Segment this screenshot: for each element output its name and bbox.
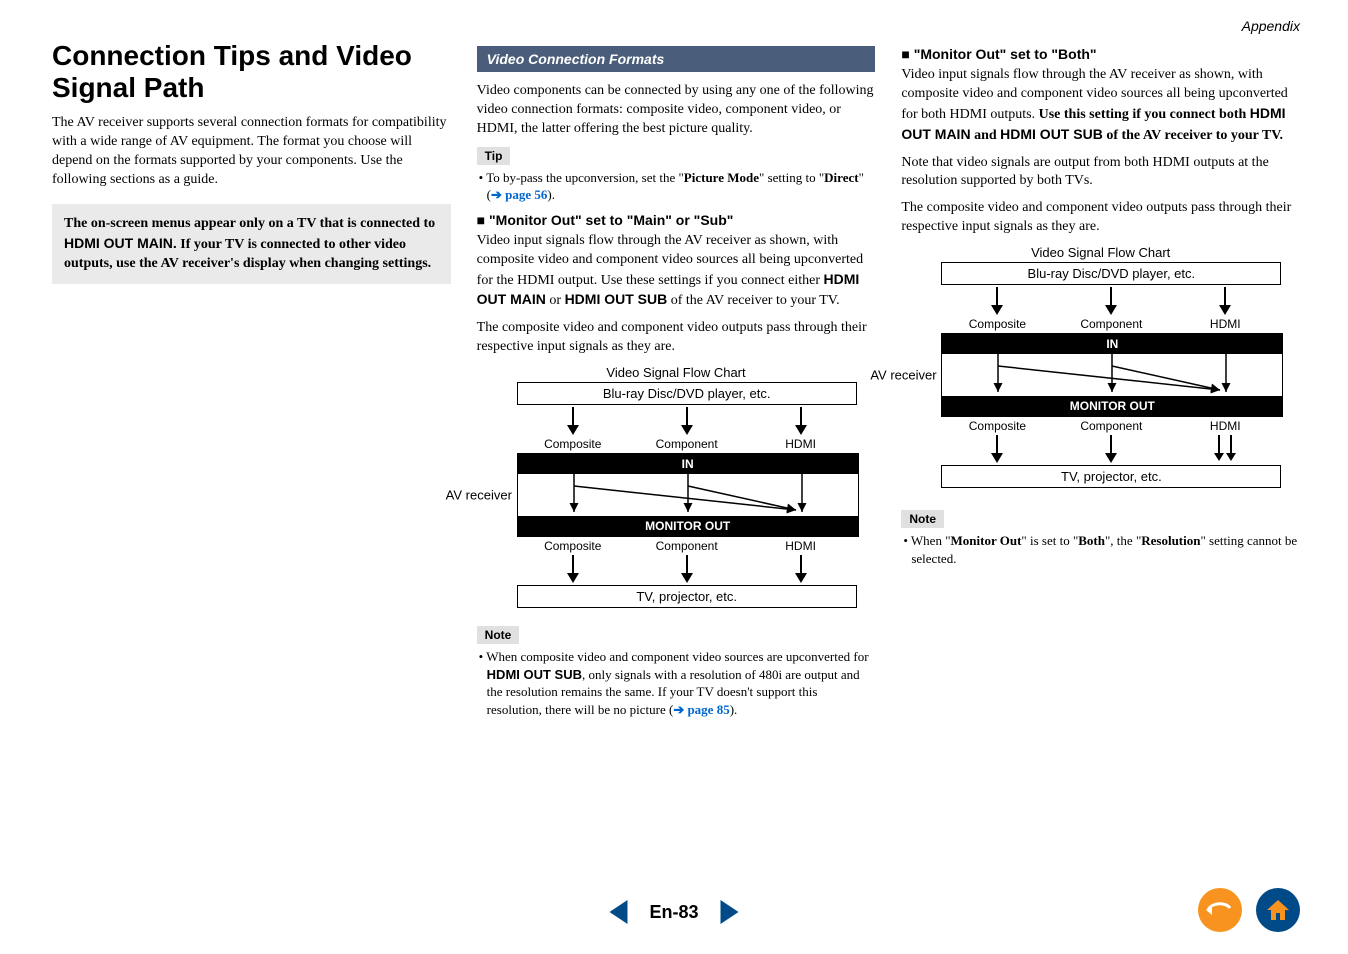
signal-flow-chart-1: Blu-ray Disc/DVD player, etc. Composite … — [517, 382, 857, 608]
home-button[interactable] — [1256, 888, 1300, 932]
av-receiver-label: AV receiver — [870, 368, 936, 383]
t: HDMI OUT SUB — [565, 291, 668, 307]
lbl: Component — [1055, 419, 1167, 433]
note-label: Note — [477, 626, 520, 644]
column-1: Connection Tips and Video Signal Path Th… — [52, 40, 451, 718]
t: " setting to " — [759, 170, 824, 185]
para-both-1: Video input signals flow through the AV … — [901, 66, 1300, 146]
t: or — [546, 293, 565, 308]
chart-title-2: Video Signal Flow Chart — [901, 245, 1300, 260]
lbl: Component — [631, 437, 743, 451]
appendix-label: Appendix — [1242, 18, 1300, 34]
out-label: MONITOR OUT — [942, 396, 1282, 416]
t: Resolution — [1141, 533, 1200, 548]
tip-text: • To by-pass the upconversion, set the "… — [477, 169, 876, 204]
video-formats-paragraph: Video components can be connected by usi… — [477, 82, 876, 139]
note-text: • When "Monitor Out" is set to "Both", t… — [901, 532, 1300, 567]
t: Video input signals flow through the AV … — [477, 233, 863, 288]
in-label: IN — [518, 454, 858, 474]
page-85-link[interactable]: ➔ page 85 — [673, 702, 729, 717]
prev-page-icon[interactable] — [609, 900, 627, 924]
t: Both — [1078, 533, 1105, 548]
t: Picture Mode — [684, 170, 759, 185]
back-arrow-icon — [1206, 900, 1234, 920]
lbl: HDMI — [1169, 317, 1281, 331]
info-box-text: The on-screen menus appear only on a TV … — [64, 216, 435, 231]
lbl: HDMI — [744, 539, 856, 553]
monitor-out-both-heading: "Monitor Out" set to "Both" — [901, 46, 1300, 62]
note-label: Note — [901, 510, 944, 528]
page-56-link[interactable]: ➔ page 56 — [491, 187, 547, 202]
sink-box: TV, projector, etc. — [941, 465, 1281, 488]
out-label: MONITOR OUT — [518, 516, 858, 536]
next-page-icon[interactable] — [721, 900, 739, 924]
sink-box: TV, projector, etc. — [517, 585, 857, 608]
three-column-layout: Connection Tips and Video Signal Path Th… — [52, 40, 1300, 718]
nav-icons — [1198, 888, 1300, 932]
info-box: The on-screen menus appear only on a TV … — [52, 204, 451, 284]
page-title: Connection Tips and Video Signal Path — [52, 40, 451, 104]
chart-title-1: Video Signal Flow Chart — [477, 365, 876, 380]
t: • When " — [903, 533, 950, 548]
t: of the AV receiver to your TV. — [1103, 128, 1283, 143]
in-label: IN — [942, 334, 1282, 354]
t: HDMI OUT SUB — [1000, 126, 1103, 142]
t: Direct — [824, 170, 858, 185]
home-icon — [1266, 899, 1290, 921]
upconvert-diagram — [518, 474, 858, 516]
t: Use this setting if you connect both — [1039, 107, 1250, 122]
lbl: Composite — [517, 437, 629, 451]
t: HDMI OUT SUB — [487, 667, 582, 682]
lbl: HDMI — [1169, 419, 1281, 433]
note-text: • When composite video and component vid… — [477, 648, 876, 718]
lbl: Component — [631, 539, 743, 553]
t: ). — [547, 187, 555, 202]
t: • To by-pass the upconversion, set the " — [479, 170, 684, 185]
av-receiver-label: AV receiver — [446, 488, 512, 503]
av-receiver-block: AV receiver IN MONITOR OUT — [941, 333, 1283, 417]
tip-label: Tip — [477, 147, 511, 165]
lbl: Composite — [941, 317, 1053, 331]
column-3: "Monitor Out" set to "Both" Video input … — [901, 40, 1300, 718]
t: of the AV receiver to your TV. — [667, 293, 839, 308]
signal-flow-chart-2: Blu-ray Disc/DVD player, etc. Composite … — [941, 262, 1281, 488]
section-header: Video Connection Formats — [477, 46, 876, 72]
info-box-bold: HDMI OUT MAIN. — [64, 235, 177, 251]
column-2: Video Connection Formats Video component… — [477, 40, 876, 718]
t: and — [971, 128, 1001, 143]
intro-paragraph: The AV receiver supports several connect… — [52, 114, 451, 190]
para-both-2: Note that video signals are output from … — [901, 154, 1300, 192]
source-box: Blu-ray Disc/DVD player, etc. — [941, 262, 1281, 285]
lbl: Composite — [517, 539, 629, 553]
lbl: HDMI — [744, 437, 856, 451]
t: ", the " — [1105, 533, 1141, 548]
lbl: Component — [1055, 317, 1167, 331]
t: ). — [730, 702, 738, 717]
av-receiver-block: AV receiver IN MONITOR OUT — [517, 453, 859, 537]
monitor-out-main-sub-heading: "Monitor Out" set to "Main" or "Sub" — [477, 212, 876, 228]
para-main-sub: Video input signals flow through the AV … — [477, 232, 876, 312]
page-number: En-83 — [649, 902, 698, 923]
para-passthrough: The composite video and component video … — [477, 319, 876, 357]
double-arrow-icon — [1210, 435, 1240, 463]
t: • When composite video and component vid… — [479, 649, 869, 664]
lbl: Composite — [941, 419, 1053, 433]
page-navigation: En-83 — [609, 900, 738, 924]
upconvert-diagram-both — [942, 354, 1282, 396]
t: Monitor Out — [951, 533, 1022, 548]
para-both-3: The composite video and component video … — [901, 199, 1300, 237]
t: " is set to " — [1021, 533, 1078, 548]
back-button[interactable] — [1198, 888, 1242, 932]
source-box: Blu-ray Disc/DVD player, etc. — [517, 382, 857, 405]
